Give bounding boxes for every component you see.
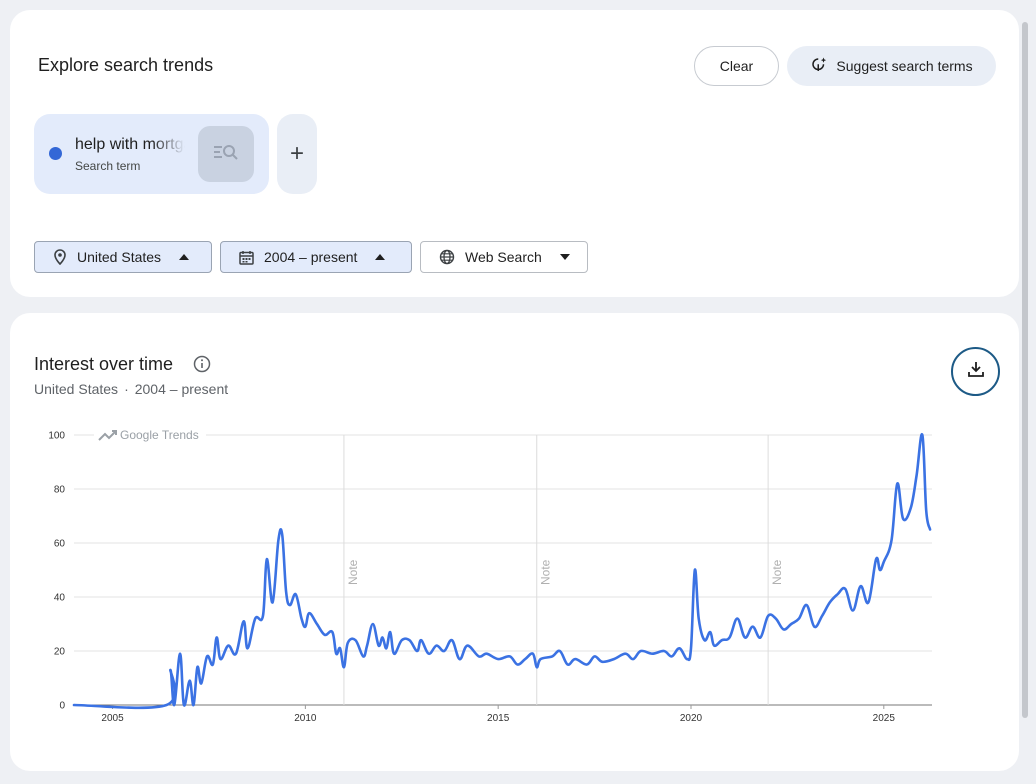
watermark-background (94, 425, 206, 445)
geo-filter-label: United States (77, 249, 162, 265)
x-tick-label: 2020 (680, 713, 703, 724)
x-tick-label: 2015 (487, 713, 510, 724)
note-label: Note (346, 559, 360, 585)
term-color-dot (49, 147, 62, 160)
chart-subtitle-geo: United States (34, 381, 119, 397)
sparkle-pin-icon (810, 56, 828, 77)
interest-over-time-panel: Interest over time United States · 2004 – … (10, 313, 1019, 771)
geo-filter[interactable]: United States (34, 241, 212, 273)
series-line-help-with-mortgage (72, 433, 932, 710)
note-label: Note (770, 559, 784, 585)
x-tick-label: 2025 (873, 713, 896, 724)
y-tick-label: 20 (54, 647, 66, 658)
note-label: Note (539, 559, 553, 585)
chart-subtitle-time: 2004 – present (134, 381, 229, 397)
watermark-text: Google Trends (120, 428, 199, 442)
suggest-search-terms-button[interactable]: Suggest search terms (787, 46, 996, 86)
globe-icon (439, 249, 455, 265)
time-filter[interactable]: 2004 – present (220, 241, 412, 273)
search-terms-panel: Explore search trends Clear Suggest sear… (10, 10, 1019, 297)
x-tick-label: 2005 (101, 713, 124, 724)
location-pin-icon (53, 249, 67, 265)
property-filter[interactable]: Web Search (420, 241, 588, 273)
x-tick-label: 2010 (294, 713, 317, 724)
y-tick-label: 40 (54, 593, 66, 604)
y-tick-label: 60 (54, 539, 66, 550)
trends-logo-icon (98, 430, 117, 441)
y-tick-label: 80 (54, 485, 66, 496)
y-tick-label: 100 (48, 431, 65, 442)
caret-up-icon (375, 254, 386, 260)
page-title: Explore search trends (38, 55, 214, 75)
caret-up-icon (179, 254, 190, 260)
caret-down-icon (559, 254, 570, 260)
calendar-icon (239, 250, 254, 265)
time-filter-label: 2004 – present (264, 249, 358, 265)
search-list-icon (212, 142, 240, 167)
download-button[interactable] (951, 347, 1000, 396)
scrollbar[interactable] (1022, 22, 1028, 718)
add-search-term-button[interactable]: + (277, 114, 317, 194)
property-filter-label: Web Search (465, 249, 542, 265)
search-term-chip[interactable]: help with mortgage Search term (34, 114, 269, 194)
chart-subtitle: United States · 2004 – present (34, 381, 228, 397)
info-icon[interactable] (193, 355, 211, 378)
term-search-button[interactable] (198, 126, 254, 182)
clear-button[interactable]: Clear (694, 46, 779, 86)
suggest-search-terms-label: Suggest search terms (836, 58, 973, 74)
chart-title: Interest over time (34, 354, 174, 374)
chart-subtitle-separator: · (124, 381, 129, 397)
term-type: Search term (75, 159, 141, 173)
term-name[interactable]: help with mortgage (75, 136, 185, 153)
download-icon (966, 359, 986, 384)
y-tick-label: 0 (59, 701, 65, 712)
